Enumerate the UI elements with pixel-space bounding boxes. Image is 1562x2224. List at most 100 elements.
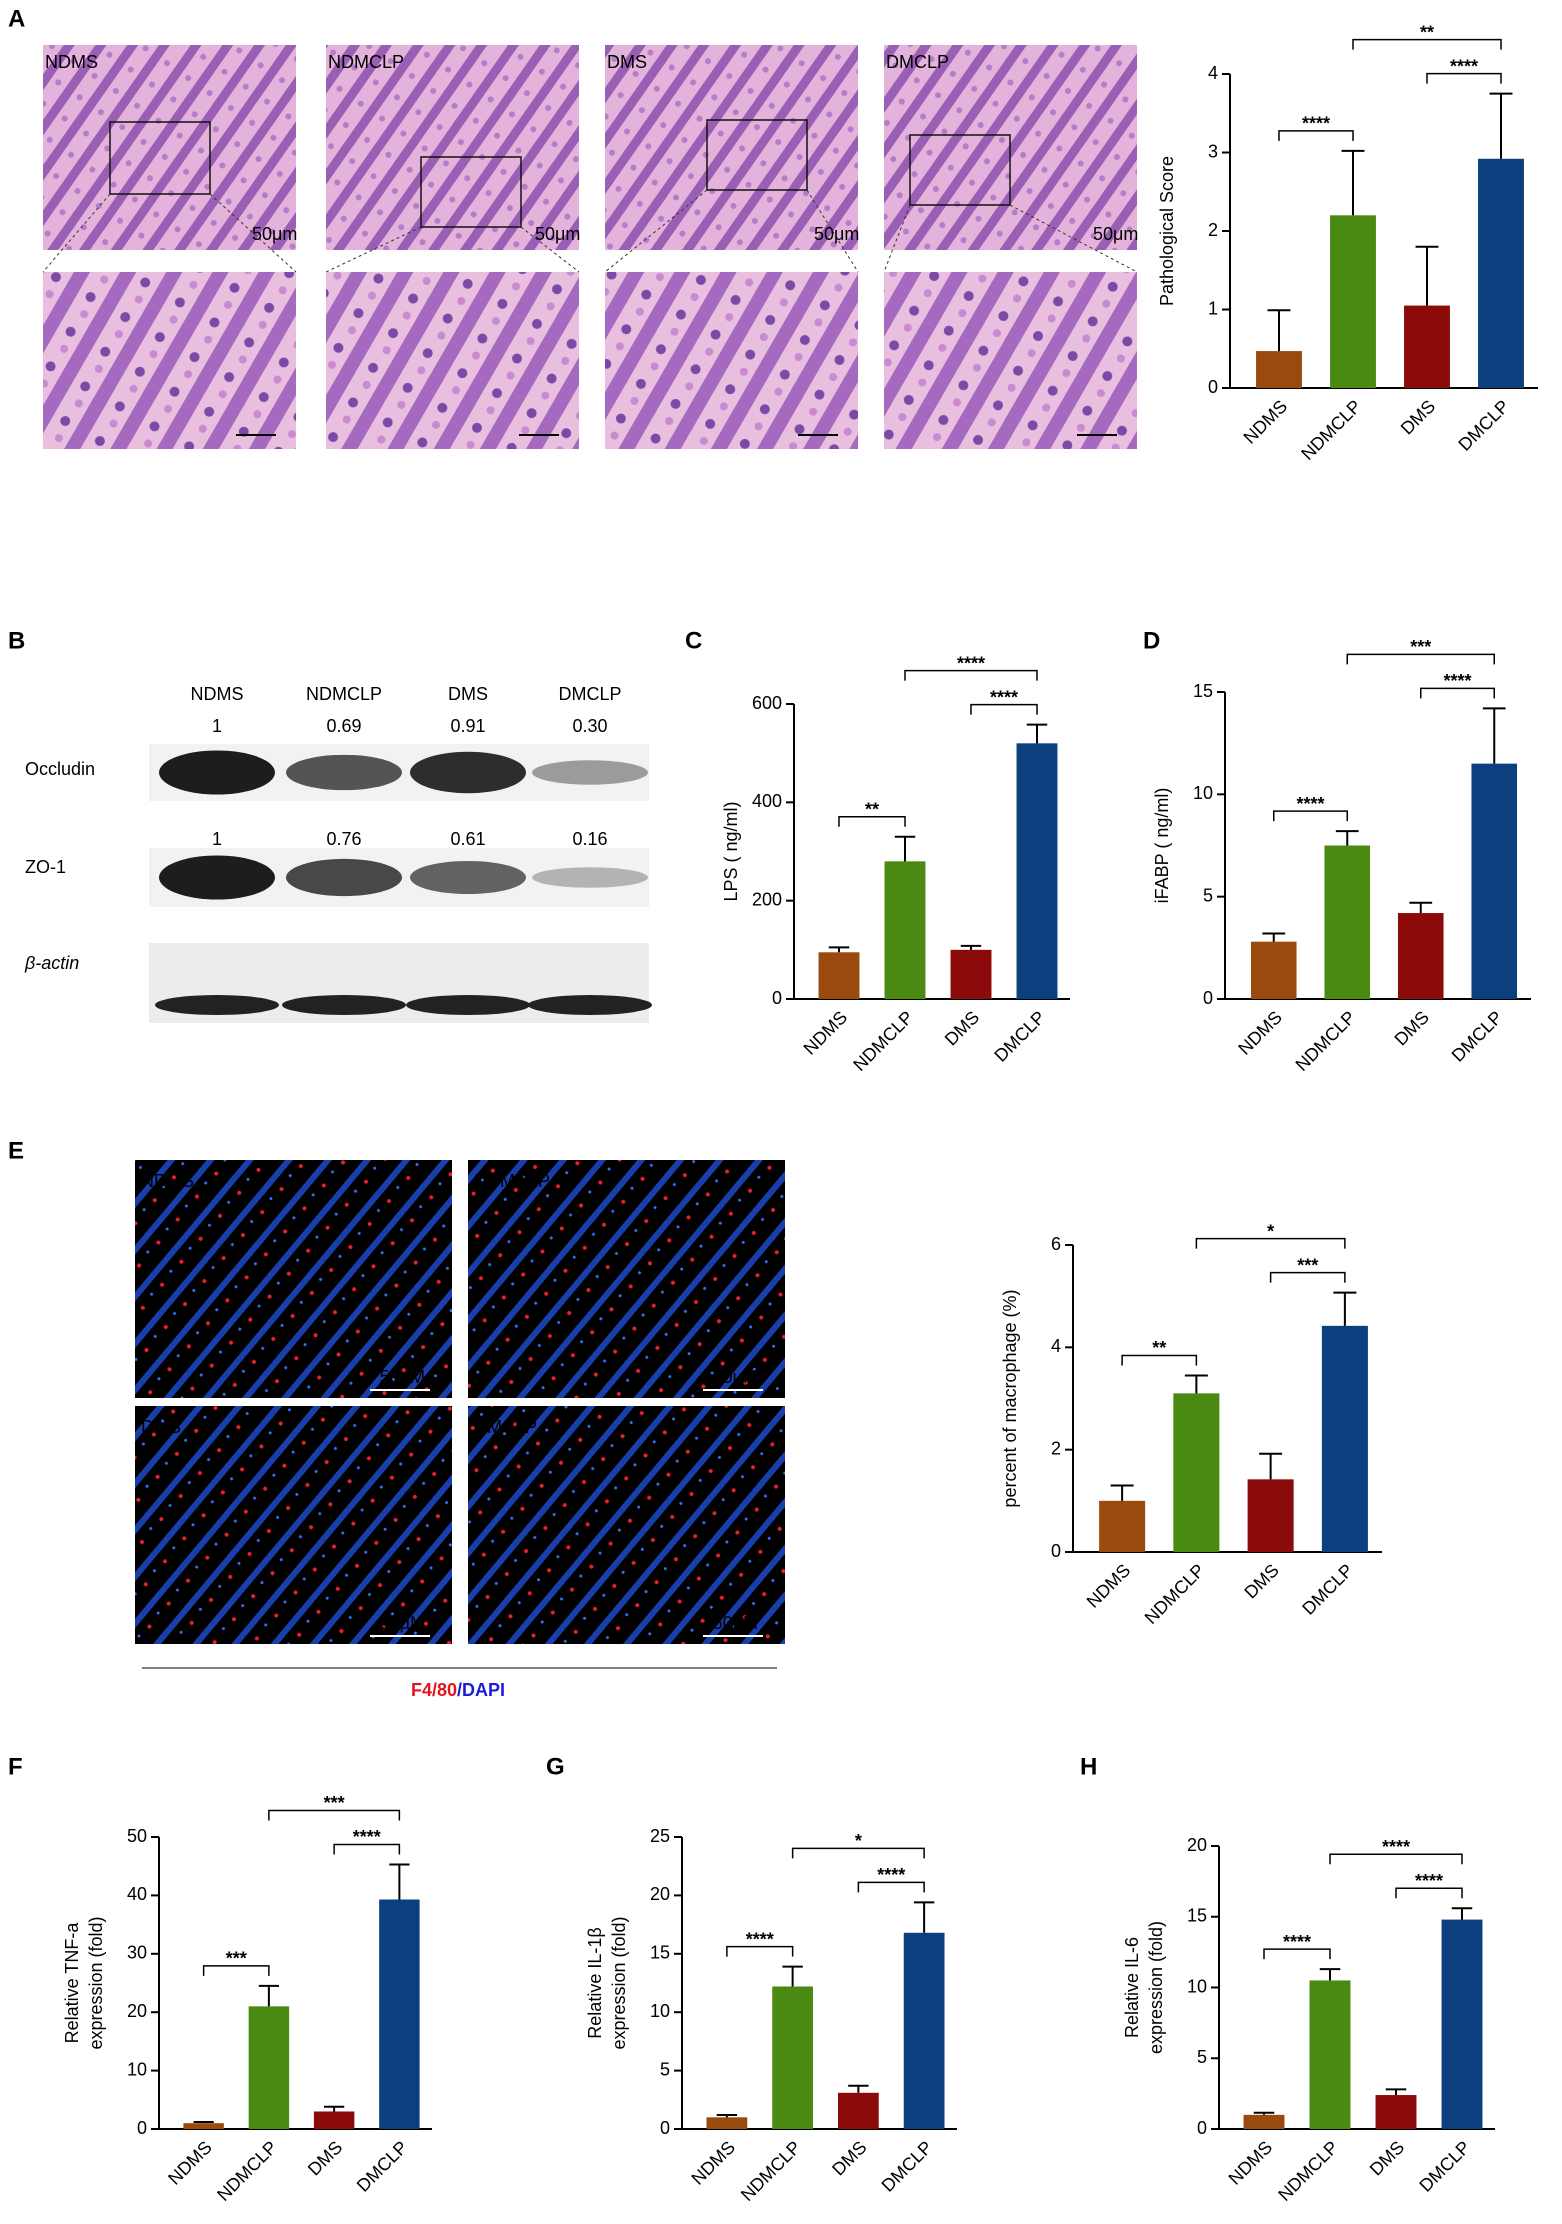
y-tick-label: 10 (1193, 783, 1213, 803)
scale-bar-label: 50μM (713, 1613, 758, 1633)
y-tick-label: 0 (1208, 377, 1218, 397)
error-bar (1026, 723, 1048, 744)
image-label: DMS (607, 52, 647, 72)
stain-name: F4/80 (411, 1680, 457, 1700)
y-tick-label: 10 (1187, 1976, 1207, 1996)
bar (1250, 941, 1297, 999)
error-bar (1341, 149, 1365, 216)
panel-letter: E (8, 1137, 24, 1164)
panel-letter: F (8, 1753, 23, 1780)
y-tick-label: 4 (1208, 63, 1218, 83)
y-tick-label: 10 (650, 2001, 670, 2021)
histology-zoom-image (326, 272, 579, 449)
histology-zoom-image (605, 272, 858, 449)
significance-bracket (1395, 1887, 1463, 1899)
significance-label: **** (1382, 1837, 1410, 1857)
y-tick-label: 25 (650, 1826, 670, 1846)
significance-bracket (791, 1847, 925, 1859)
y-tick-label: 10 (127, 2059, 147, 2079)
significance-label: **** (877, 1865, 905, 1885)
significance-label: **** (990, 687, 1018, 707)
blot-band (286, 858, 402, 897)
panel-letter: A (8, 5, 25, 32)
fluorescence-image (135, 1406, 452, 1644)
y-axis-label: iFABP ( ng/ml) (1152, 788, 1172, 904)
bar (313, 2111, 355, 2129)
y-axis-label: LPS ( ng/ml) (721, 801, 741, 901)
significance-bracket (333, 1843, 401, 1855)
y-tick-label: 0 (1203, 988, 1213, 1008)
significance-label: **** (1302, 114, 1330, 134)
significance-label: **** (1296, 794, 1324, 814)
zoom-box (420, 156, 522, 228)
bar (1404, 305, 1450, 388)
panel-letter: G (546, 1753, 565, 1780)
blot-band (532, 867, 648, 888)
blot-row-label: ZO-1 (25, 857, 66, 877)
bar (1173, 1393, 1220, 1552)
significance-label: **** (1415, 1871, 1443, 1891)
significance-label: **** (1443, 671, 1471, 691)
western-blot: NDMS NDMCLP DMS DMCLP Occludin 1 0.69 0.91 0.30 Z… (24, 684, 652, 1023)
error-bar (1409, 901, 1433, 914)
y-tick-label: 0 (772, 988, 782, 1008)
zoom-line (806, 189, 859, 273)
image-label: DMCLP (474, 1417, 537, 1437)
error-bar (1267, 309, 1291, 352)
y-tick-label: 400 (752, 791, 782, 811)
error-bar (1335, 830, 1359, 846)
bar (1441, 1919, 1483, 2129)
error-bar (716, 2113, 738, 2118)
blot-band (532, 760, 648, 785)
image-label: DMCLP (886, 52, 949, 72)
bar (379, 1899, 420, 2129)
lane-label: DMS (448, 684, 488, 704)
error-bar (1253, 2111, 1275, 2115)
stain-name: DAPI (462, 1680, 505, 1700)
histology-zoom-image (884, 272, 1137, 449)
y-tick-label: 600 (752, 693, 782, 713)
significance-label: *** (324, 1793, 345, 1813)
band-quantity: 1 (212, 829, 222, 849)
stain-label: F4/80/DAPI (411, 1680, 505, 1700)
bar (1247, 1479, 1294, 1552)
y-tick-label: 50 (127, 1826, 147, 1846)
significance-bracket (838, 816, 906, 827)
bar (183, 2123, 224, 2129)
scale-bar-label: 50μM (380, 1367, 425, 1387)
bar (1324, 845, 1371, 999)
bar (903, 1932, 945, 2129)
bar (1397, 913, 1444, 999)
y-axis-label: expression (fold) (1146, 1921, 1166, 2054)
blot-band (159, 750, 275, 795)
band-quantity: 1 (212, 716, 222, 736)
y-tick-label: 200 (752, 889, 782, 909)
scale-bar-label: 50μm (535, 224, 580, 244)
scale-bar-label: 50μm (252, 224, 297, 244)
significance-bracket (726, 1945, 794, 1957)
image-label: NDMCLP (328, 52, 404, 72)
band-quantity: 0.76 (326, 829, 361, 849)
y-tick-label: 1 (1208, 298, 1218, 318)
y-tick-label: 3 (1208, 141, 1218, 161)
lane-label: NDMCLP (306, 684, 382, 704)
bar (1016, 743, 1058, 999)
loading-band (155, 995, 279, 1015)
error-bar (389, 1863, 410, 1900)
significance-bracket (1426, 72, 1502, 84)
fluorescence-panel: NDMS 50μM NDMCLP 50μM DMS 50μM DMCLP 50μM F4/80/… (135, 1160, 785, 1700)
bar (248, 2006, 290, 2129)
histology-image (43, 45, 296, 250)
scale-bar-label: 50μM (380, 1613, 425, 1633)
lane-label: NDMS (191, 684, 244, 704)
significance-bracket (970, 703, 1038, 715)
error-bar (1262, 932, 1286, 942)
blot-band (410, 860, 526, 895)
error-bar (913, 1901, 935, 1933)
blot-band (286, 754, 402, 791)
panel-letter: H (1080, 1753, 1097, 1780)
error-bar (1259, 1452, 1283, 1480)
loading-band (528, 995, 652, 1015)
significance-label: **** (1450, 56, 1478, 76)
